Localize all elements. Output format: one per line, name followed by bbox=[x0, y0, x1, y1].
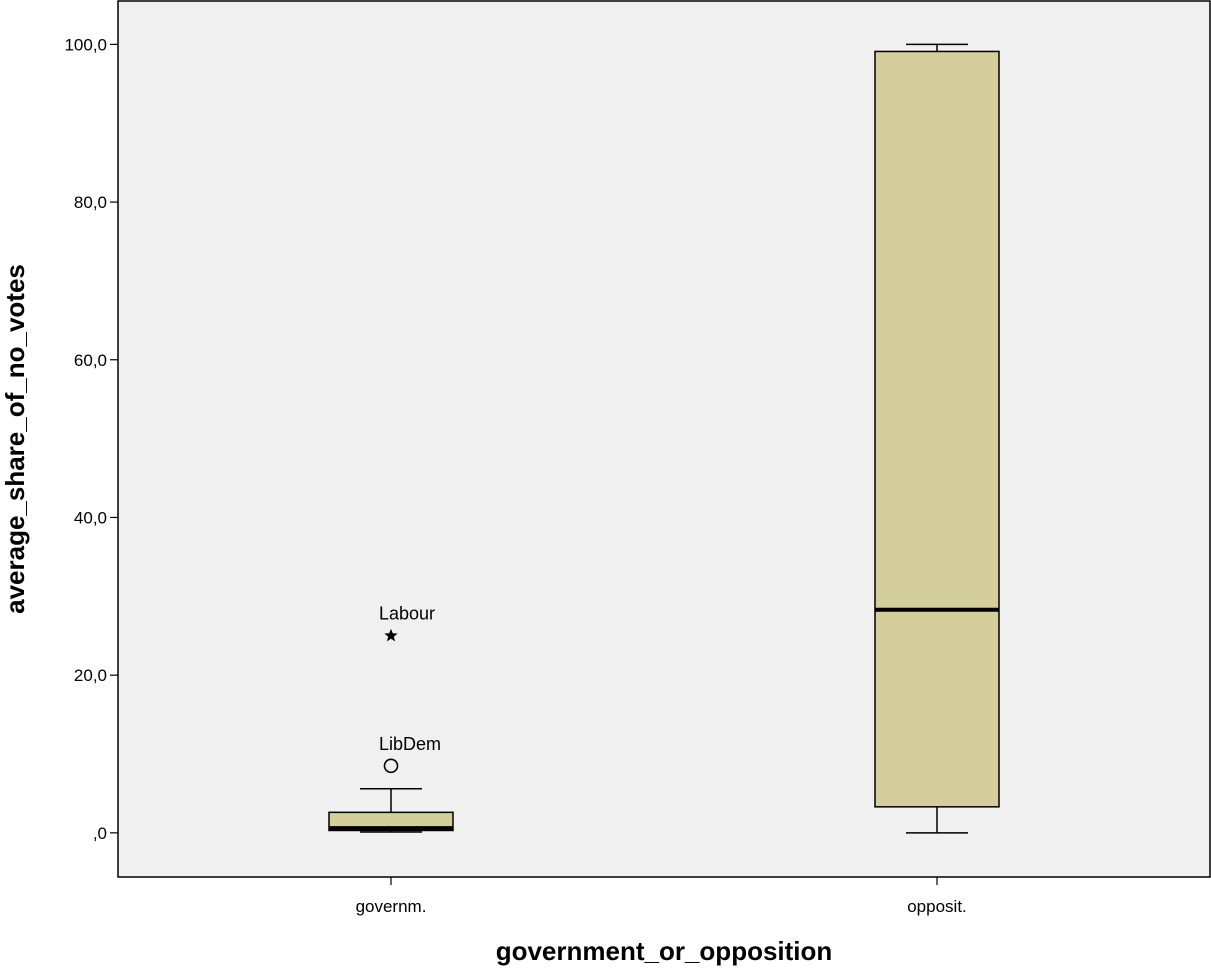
box-opposit. bbox=[874, 43, 1000, 834]
y-tick-label: 60,0 bbox=[74, 351, 107, 370]
y-tick-label: 80,0 bbox=[74, 193, 107, 212]
y-tick-label: ,0 bbox=[93, 824, 107, 843]
y-tick-label: 40,0 bbox=[74, 508, 107, 527]
box-rect bbox=[874, 50, 1000, 808]
outlier-star bbox=[384, 628, 398, 642]
y-axis: ,0 20,0 40,0 60,0 80,0 100,0 bbox=[64, 35, 118, 843]
y-tick-label: 20,0 bbox=[74, 666, 107, 685]
box-rect bbox=[328, 811, 454, 832]
x-tick-label: opposit. bbox=[907, 897, 967, 916]
outlier-circle bbox=[383, 758, 399, 774]
x-axis: governm. opposit. bbox=[356, 877, 967, 916]
x-axis-title: government_or_opposition bbox=[496, 936, 833, 966]
outlier-label: LibDem bbox=[379, 734, 441, 754]
y-tick-label: 100,0 bbox=[64, 35, 107, 54]
box-governm.: LibDem Labour bbox=[328, 604, 454, 833]
x-tick-label: governm. bbox=[356, 897, 427, 916]
plot-area bbox=[117, 0, 1211, 878]
boxes: LibDem Labour bbox=[328, 43, 1000, 834]
outlier-label: Labour bbox=[379, 604, 435, 624]
y-axis-title: average_share_of_no_votes bbox=[0, 264, 30, 614]
